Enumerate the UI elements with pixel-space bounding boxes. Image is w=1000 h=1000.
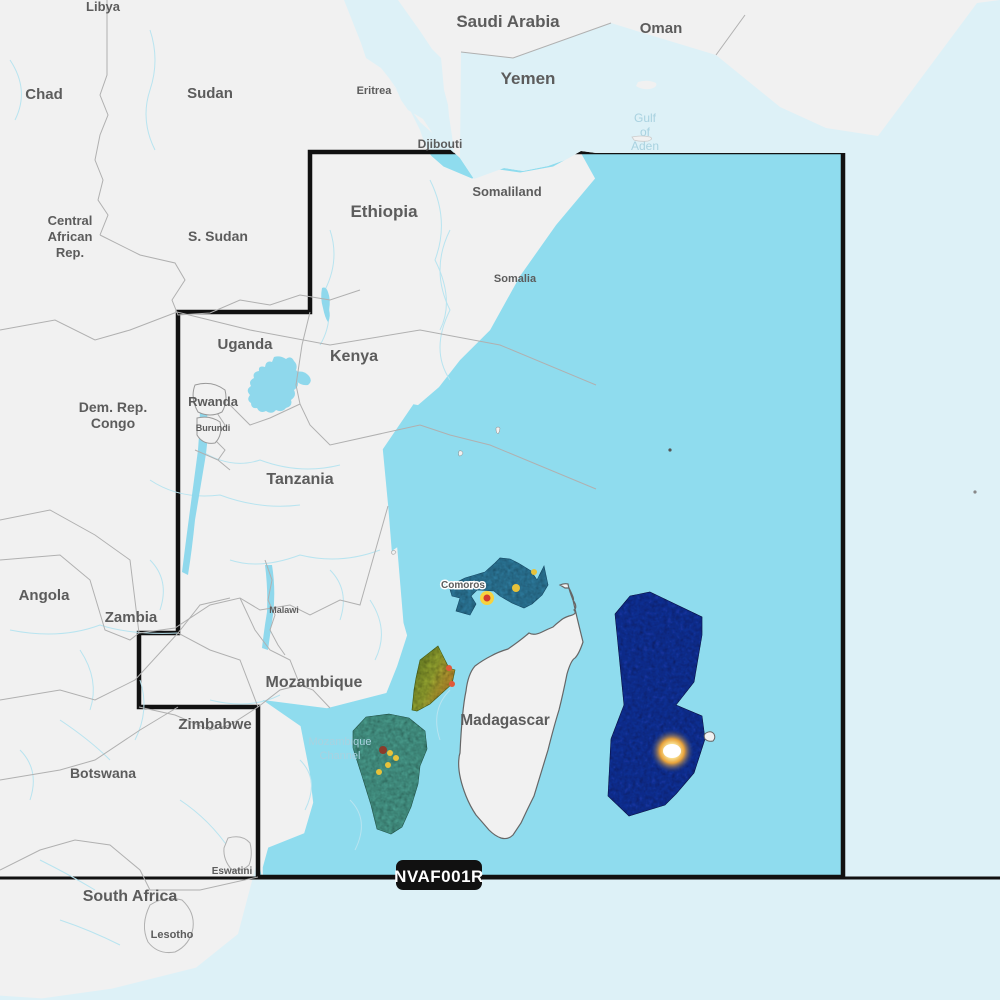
svg-text:Malawi: Malawi [269,605,299,615]
svg-text:Rwanda: Rwanda [188,394,239,409]
svg-text:Angola: Angola [19,587,70,604]
svg-text:Ethiopia: Ethiopia [350,202,418,221]
svg-text:Botswana: Botswana [70,765,136,781]
svg-text:Zimbabwe: Zimbabwe [178,716,251,733]
svg-text:Libya: Libya [86,0,121,14]
svg-text:NVAF001R: NVAF001R [394,867,484,886]
svg-text:Rep.: Rep. [56,245,84,260]
svg-text:South Africa: South Africa [83,888,178,905]
svg-text:S. Sudan: S. Sudan [188,228,248,244]
svg-text:Kenya: Kenya [330,348,378,365]
svg-text:Chad: Chad [25,86,63,103]
svg-text:Mozambique: Mozambique [309,736,372,748]
svg-text:Oman: Oman [640,20,683,37]
svg-text:Uganda: Uganda [217,336,273,353]
svg-text:Sudan: Sudan [187,85,233,102]
svg-text:Burundi: Burundi [196,423,231,433]
svg-text:Djibouti: Djibouti [418,137,463,151]
svg-text:Yemen: Yemen [501,69,556,88]
svg-text:Eswatini: Eswatini [212,866,253,877]
svg-text:Eritrea: Eritrea [357,85,393,97]
svg-text:Channel: Channel [320,750,361,762]
svg-text:Somaliland: Somaliland [472,184,541,199]
svg-text:Gulf: Gulf [634,111,657,125]
svg-text:Central: Central [48,213,93,228]
svg-text:Mozambique: Mozambique [266,674,363,691]
svg-text:Zambia: Zambia [105,609,158,626]
svg-text:Dem. Rep.: Dem. Rep. [79,399,147,415]
svg-text:Madagascar: Madagascar [460,712,550,729]
svg-text:Saudi Arabia: Saudi Arabia [456,12,560,31]
svg-text:Tanzania: Tanzania [266,471,333,488]
svg-text:African: African [48,229,93,244]
svg-text:Comoros: Comoros [441,580,485,591]
svg-text:Somalia: Somalia [494,273,537,285]
svg-text:Congo: Congo [91,415,135,431]
svg-text:Lesotho: Lesotho [151,929,194,941]
